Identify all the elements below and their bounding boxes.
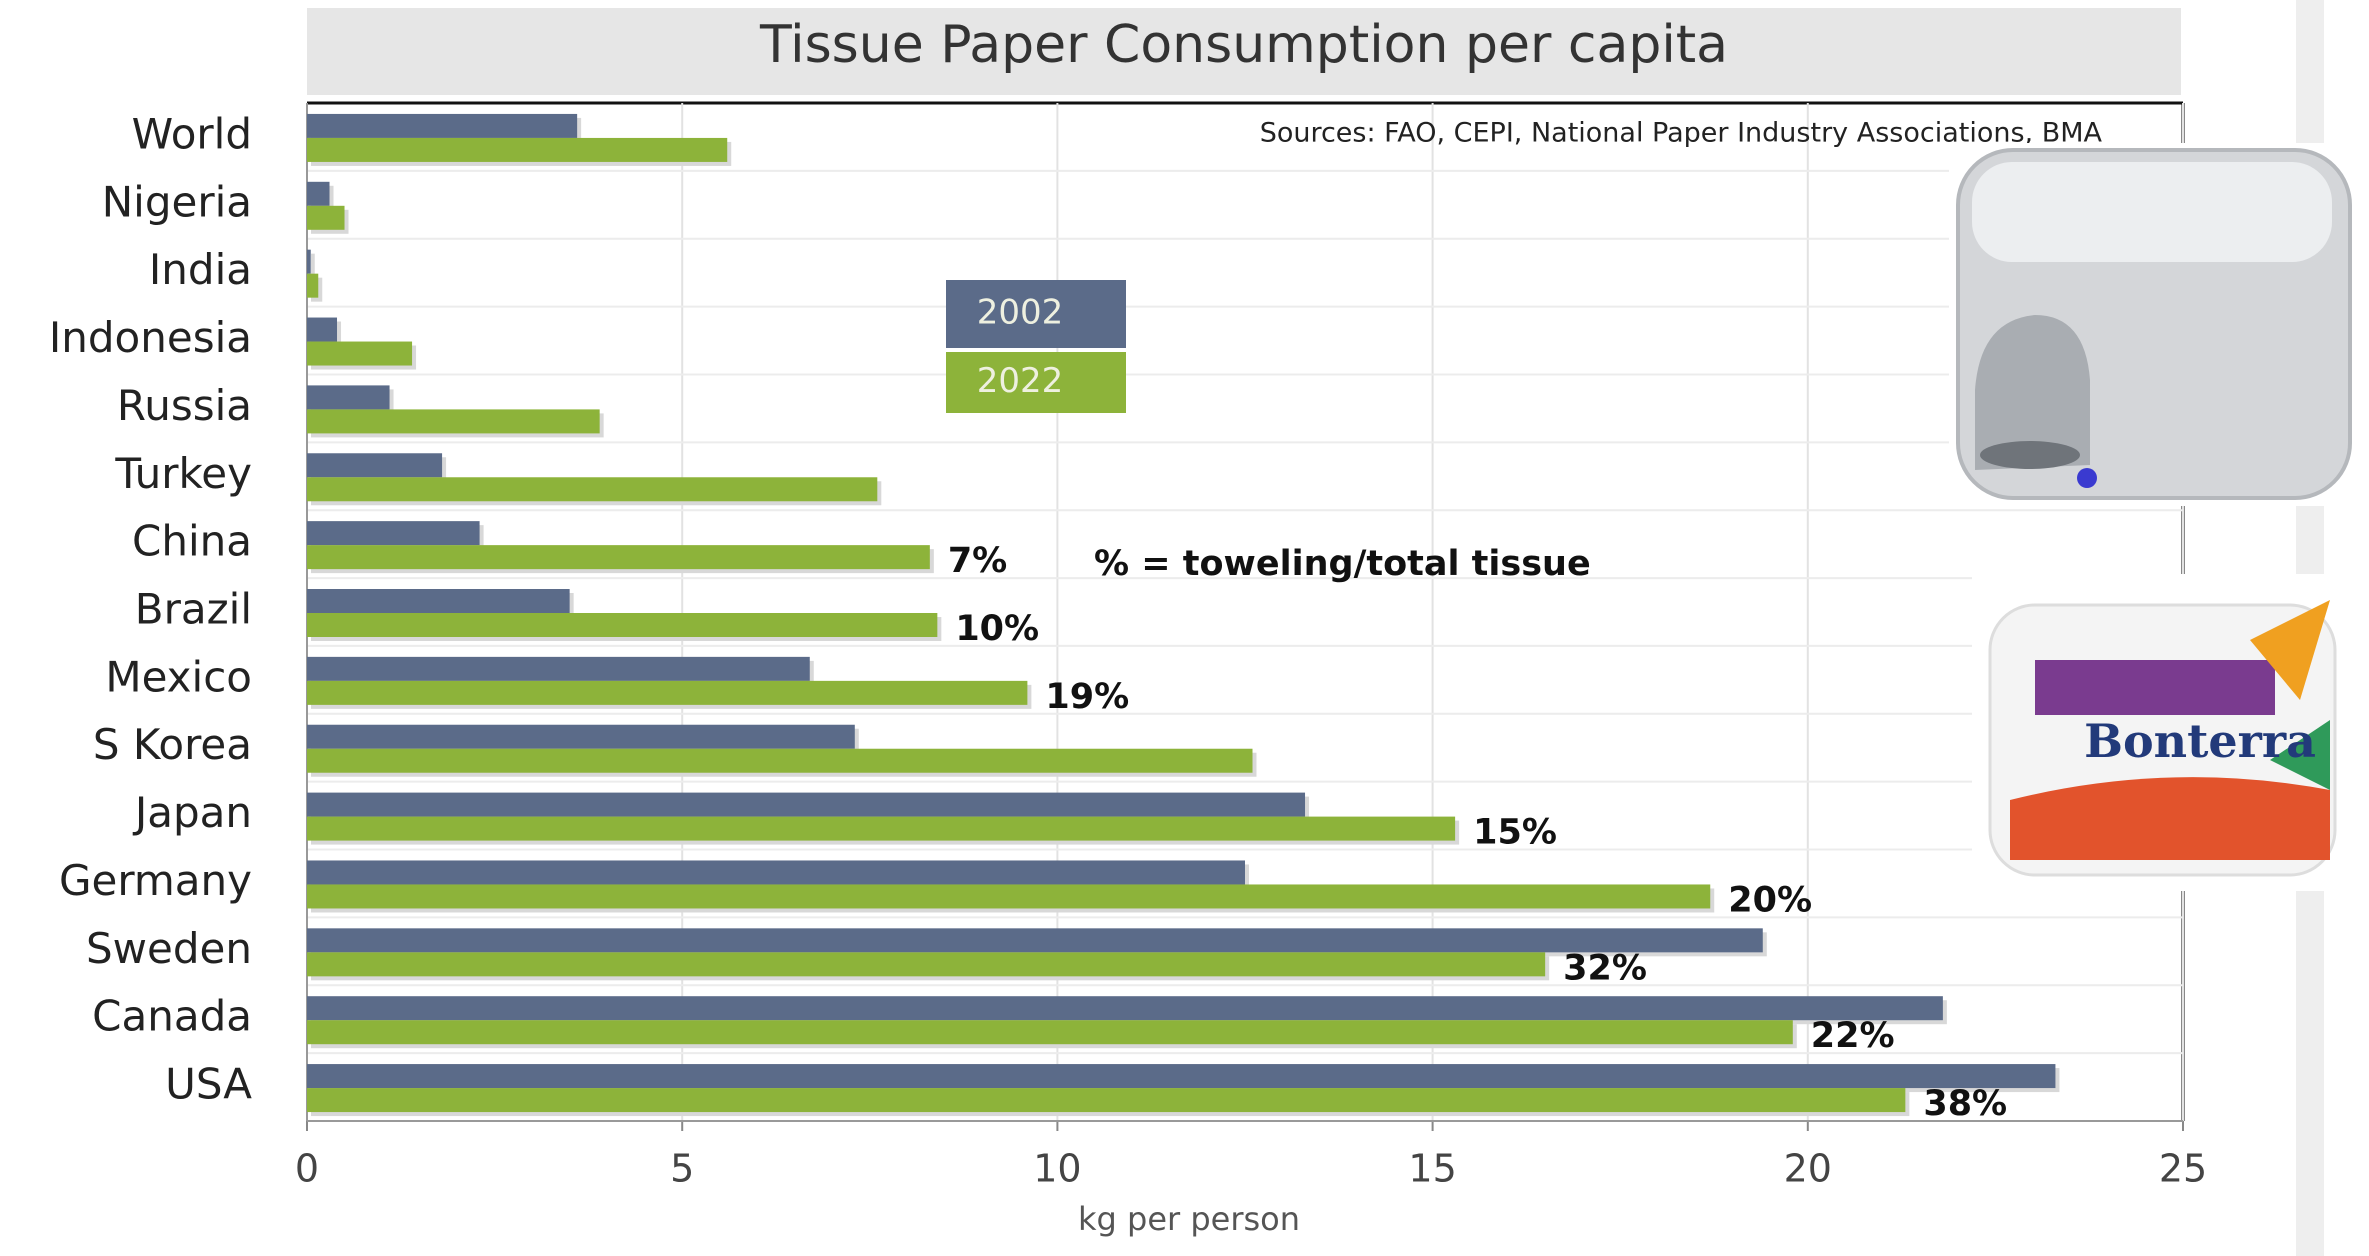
bar [307,860,1245,885]
bar [307,748,1253,773]
toweling-label: 32% [1563,948,1647,988]
x-axis-label: kg per person [1078,1200,1300,1238]
legend-swatch [946,352,1126,413]
y-tick-label: Nigeria [102,177,252,226]
y-tick-label: Germany [59,856,252,905]
bar [307,181,330,206]
y-tick-label: S Korea [93,720,252,769]
bar [307,1064,2056,1089]
bar [307,792,1306,817]
product-text: Bonterra [2084,714,2316,768]
legend-label: 2002 [977,293,1064,333]
toweling-label: 7% [948,541,1007,581]
bar [307,816,1456,841]
y-tick-label: China [132,517,252,566]
y-tick-label: Brazil [135,585,252,634]
bar [307,928,1763,953]
x-tick-label: 20 [1784,1147,1832,1191]
bar [307,680,1028,705]
toweling-label: 38% [1923,1084,2007,1124]
bar [307,724,855,749]
bar [307,317,338,342]
toweling-label: 10% [955,609,1039,649]
y-tick-label: Turkey [114,449,252,498]
bar [307,273,319,298]
x-tick-label: 5 [670,1147,694,1191]
bar [307,589,570,613]
bar [307,249,311,274]
bar-shadow [311,253,315,278]
hand-dryer-image [1949,143,2357,506]
bar [307,409,600,434]
bar [307,1088,1906,1113]
x-tick-label: 25 [2159,1147,2207,1191]
y-tick-label: USA [165,1060,252,1109]
x-tick-label: 15 [1408,1147,1456,1191]
y-tick-label: World [132,109,252,158]
y-tick-label: Russia [117,381,252,430]
bar [307,477,878,502]
toweling-label: 22% [1811,1016,1895,1056]
bars: World Nigeria India Indonesia Russia Turkey Ch… [49,109,2060,1124]
bar [307,613,938,637]
y-tick-label: India [149,245,252,294]
legend-swatch [946,280,1126,348]
y-tick-label: Japan [132,788,252,837]
bar [307,205,345,230]
bar [307,341,413,366]
y-tick-label: Canada [92,992,252,1041]
toweling-label: 20% [1728,880,1812,920]
bar [307,884,1711,909]
bar [307,996,1943,1021]
bar [307,952,1546,977]
x-tick-label: 0 [295,1147,319,1191]
y-tick-label: Sweden [86,924,252,973]
title-band [307,8,2181,95]
y-tick-label: Indonesia [49,313,252,362]
legend-label: 2022 [977,361,1064,401]
bar [307,521,480,546]
bar [307,113,578,138]
chart-title: Tissue Paper Consumption per capita [759,15,1728,75]
toweling-label: 15% [1473,813,1557,853]
x-tick-label: 10 [1033,1147,1081,1191]
legend: 2002 2022 [946,280,1126,413]
y-tick-label: Mexico [105,652,252,701]
bar [307,453,443,478]
bar [307,1020,1793,1045]
toweling-label: 19% [1045,677,1129,717]
paper-towel-image: Bonterra [1972,574,2350,891]
bar [307,385,390,410]
bar [307,656,810,681]
bar [307,545,930,570]
annotation: % = toweling/total tissue [1094,544,1591,584]
bar [307,137,728,162]
